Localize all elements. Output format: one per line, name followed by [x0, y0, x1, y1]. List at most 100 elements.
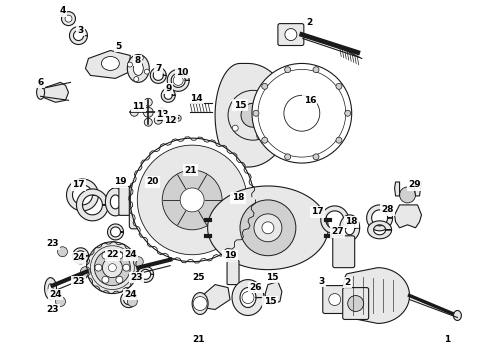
Circle shape — [153, 211, 158, 216]
Circle shape — [130, 108, 138, 116]
Text: 16: 16 — [304, 96, 316, 105]
Text: 24: 24 — [72, 253, 85, 262]
Polygon shape — [340, 215, 360, 241]
Ellipse shape — [453, 310, 462, 320]
Circle shape — [399, 187, 416, 203]
Polygon shape — [232, 280, 264, 315]
Text: 6: 6 — [37, 78, 44, 87]
Text: 2: 2 — [344, 278, 351, 287]
Circle shape — [285, 154, 291, 160]
Circle shape — [86, 242, 138, 293]
Circle shape — [145, 69, 149, 74]
Circle shape — [127, 62, 132, 67]
Text: 3: 3 — [318, 277, 325, 286]
Circle shape — [254, 214, 282, 242]
Ellipse shape — [45, 278, 56, 300]
Circle shape — [102, 252, 109, 259]
Text: 29: 29 — [408, 180, 421, 189]
Text: 1: 1 — [444, 335, 450, 344]
Circle shape — [130, 138, 254, 262]
Ellipse shape — [141, 197, 161, 217]
Circle shape — [158, 108, 166, 116]
Text: 20: 20 — [146, 177, 158, 186]
Text: 18: 18 — [232, 193, 245, 202]
Text: 27: 27 — [331, 227, 344, 236]
Circle shape — [133, 257, 143, 267]
Text: 7: 7 — [155, 64, 161, 73]
FancyBboxPatch shape — [227, 261, 239, 285]
Circle shape — [145, 211, 150, 216]
Text: 21: 21 — [184, 166, 196, 175]
Polygon shape — [67, 179, 98, 211]
Polygon shape — [394, 182, 399, 196]
Circle shape — [232, 125, 238, 131]
Text: 24: 24 — [49, 290, 62, 299]
Circle shape — [329, 293, 341, 306]
Text: 5: 5 — [115, 42, 122, 51]
Circle shape — [62, 12, 75, 26]
Circle shape — [285, 28, 297, 41]
Circle shape — [232, 99, 238, 105]
Polygon shape — [41, 82, 69, 102]
Polygon shape — [415, 182, 421, 196]
Text: 23: 23 — [46, 305, 59, 314]
Text: 12: 12 — [164, 116, 176, 125]
Text: 22: 22 — [106, 250, 119, 259]
Circle shape — [123, 264, 130, 271]
Circle shape — [65, 15, 72, 22]
Circle shape — [173, 75, 183, 85]
FancyBboxPatch shape — [343, 288, 368, 319]
Circle shape — [57, 247, 68, 257]
Text: 4: 4 — [59, 6, 66, 15]
Text: 15: 15 — [266, 273, 278, 282]
Polygon shape — [150, 67, 166, 84]
Text: 23: 23 — [130, 273, 143, 282]
Circle shape — [102, 258, 122, 278]
Text: 19: 19 — [114, 177, 127, 186]
Circle shape — [144, 98, 152, 106]
FancyBboxPatch shape — [278, 24, 304, 45]
Circle shape — [262, 222, 274, 234]
Ellipse shape — [101, 57, 120, 71]
Circle shape — [138, 55, 144, 60]
Circle shape — [345, 110, 351, 116]
Ellipse shape — [127, 54, 149, 82]
Text: 2: 2 — [307, 18, 313, 27]
Polygon shape — [85, 50, 130, 78]
Circle shape — [336, 83, 342, 89]
Circle shape — [313, 67, 319, 73]
Text: 21: 21 — [192, 335, 204, 344]
Polygon shape — [70, 27, 87, 45]
Circle shape — [262, 137, 268, 143]
Circle shape — [253, 110, 259, 116]
Polygon shape — [138, 266, 153, 282]
Circle shape — [157, 204, 162, 210]
FancyBboxPatch shape — [323, 285, 347, 314]
Text: 8: 8 — [134, 56, 141, 65]
Polygon shape — [200, 285, 230, 310]
Circle shape — [141, 204, 146, 210]
Polygon shape — [121, 292, 137, 307]
Circle shape — [257, 133, 263, 139]
Polygon shape — [367, 205, 392, 231]
Circle shape — [240, 200, 296, 256]
Text: 9: 9 — [165, 84, 172, 93]
Polygon shape — [343, 268, 410, 323]
Circle shape — [162, 170, 222, 230]
Polygon shape — [76, 189, 108, 221]
Circle shape — [257, 91, 263, 98]
Circle shape — [95, 264, 102, 271]
Circle shape — [252, 63, 352, 163]
Text: 13: 13 — [156, 110, 169, 119]
Polygon shape — [265, 282, 282, 305]
Text: 23: 23 — [72, 277, 85, 286]
Circle shape — [262, 83, 268, 89]
Text: 17: 17 — [312, 207, 324, 216]
Text: 26: 26 — [250, 283, 262, 292]
Ellipse shape — [133, 62, 143, 75]
FancyBboxPatch shape — [119, 186, 133, 215]
Circle shape — [272, 112, 278, 118]
Ellipse shape — [48, 284, 53, 293]
Circle shape — [180, 188, 204, 212]
Circle shape — [145, 198, 150, 202]
